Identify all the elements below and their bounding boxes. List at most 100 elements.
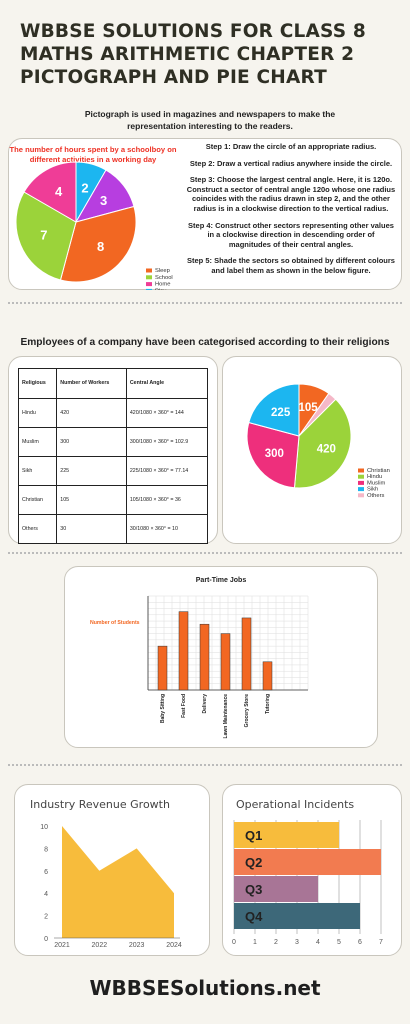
- table-cell: Christian: [17, 485, 58, 515]
- step-2: Step 2: Draw a vertical radius anywhere …: [189, 158, 393, 168]
- pie-slice-label: 2: [81, 181, 88, 196]
- pie-slice-home: [23, 161, 77, 223]
- y-tick-label: 2: [44, 914, 48, 921]
- bar: [262, 661, 273, 691]
- table-cell: 420/1080 × 360° = 144: [125, 398, 209, 428]
- y-tick-label: 8: [44, 846, 48, 853]
- incidents-bar-chart: 0 1 2 3 4 5 6 7 Q1 Q2 Q3 Q4: [232, 820, 383, 946]
- site-footer: WBBSESolutions.net: [89, 976, 321, 1000]
- x-tick-label: Baby Sitting: [160, 694, 166, 723]
- pie-slice-muslim: [246, 421, 300, 489]
- legend-label: Others: [367, 493, 384, 499]
- divider: [8, 764, 402, 766]
- religion-table: Religious Number of Workers Central Angl…: [17, 368, 209, 544]
- step-1: Step 1: Draw the circle of an appropriat…: [205, 142, 377, 151]
- table-header: Central Angle: [125, 368, 209, 399]
- pie-slice-label: 105: [298, 402, 318, 414]
- y-tick-label: 6: [44, 869, 48, 876]
- page-title: WBBSE SOLUTIONS FOR CLASS 8 MATHS ARITHM…: [20, 21, 366, 88]
- table-row: Christian 105 105/1080 × 360° = 36: [17, 485, 209, 515]
- x-tick-label: 2: [274, 939, 278, 946]
- table-row: Muslim 300 300/1080 × 360° = 102.9: [17, 427, 209, 457]
- table-cell: 105: [56, 485, 127, 515]
- pie-slice-sleep: [59, 205, 137, 283]
- bar-label: Q4: [245, 909, 263, 924]
- part-time-jobs-chart: Part-Time Jobs Number of Students Baby Sit…: [90, 577, 309, 738]
- legend-swatch: [358, 468, 364, 473]
- table-row: Others 30 30/1080 × 360° = 10: [17, 514, 209, 544]
- legend-label: Hindu: [367, 474, 382, 480]
- x-tick-label: 6: [358, 939, 362, 946]
- pie-slice-label: 3: [100, 193, 107, 208]
- revenue-area-chart: 0 2 4 6 8 10 2021 2022 2023 2024: [40, 824, 182, 949]
- table-cell: 30: [56, 514, 127, 544]
- divider: [8, 552, 402, 554]
- x-tick-label: Tutoring: [265, 694, 271, 714]
- step-4: Step 4: Construct other sectors represen…: [188, 220, 394, 249]
- table-header: Religious: [17, 368, 58, 399]
- pie-slice-label: 225: [271, 407, 291, 419]
- legend-swatch: [358, 487, 364, 492]
- x-tick-label: Delivery: [202, 694, 208, 714]
- pie-slice-hindu: [293, 398, 352, 489]
- bar-q4: [234, 903, 360, 929]
- x-tick-label: 2021: [54, 942, 70, 949]
- bar: [178, 611, 189, 691]
- chart-title: Part-Time Jobs: [196, 577, 247, 584]
- legend-swatch: [146, 268, 152, 273]
- pie-slice-label: 7: [40, 228, 47, 243]
- table-cell: Muslim: [17, 427, 58, 457]
- pie-slice-school: [15, 191, 77, 281]
- table-cell: 420: [56, 398, 127, 428]
- activities-pie-chart: 23874SleepSchoolHomePlayOthers: [15, 161, 173, 290]
- table-cell: Hindu: [17, 398, 58, 428]
- x-tick-label: 2022: [92, 942, 108, 949]
- table-row: Hindu 420 420/1080 × 360° = 144: [17, 398, 209, 428]
- table-cell: 30/1080 × 360° = 10: [125, 514, 209, 544]
- legend-swatch: [358, 480, 364, 485]
- area-series: [62, 826, 174, 938]
- x-tick-label: 7: [379, 939, 383, 946]
- religion-pie-chart: 105 420 300 225 ChristianHinduMuslimSikhOthe…: [246, 383, 390, 499]
- step-3: Step 3: Choose the largest central angle…: [186, 175, 396, 213]
- table-header: Number of Workers: [56, 368, 127, 399]
- legend-label: Christian: [367, 468, 390, 474]
- table-cell: 300: [56, 427, 127, 457]
- incidents-chart-title: Operational Incidents: [236, 798, 355, 811]
- x-tick-label: 4: [316, 939, 320, 946]
- activities-pie-title: The number of hours spent by a schoolboy…: [9, 145, 177, 164]
- x-tick-label: 2024: [166, 942, 182, 949]
- y-axis-label: Number of Students: [90, 620, 140, 626]
- legend-swatch: [358, 474, 364, 479]
- intro-text: Pictograph is used in magazines and news…: [84, 109, 336, 131]
- step-5: Step 5: Shade the sectors so obtained by…: [187, 256, 395, 275]
- steps-list: Step 1: Draw the circle of an appropriat…: [186, 142, 396, 283]
- legend-swatch: [358, 493, 364, 498]
- divider: [8, 302, 402, 304]
- x-tick-label: 5: [337, 939, 341, 946]
- y-tick-label: 0: [44, 936, 48, 943]
- table-cell: 225: [56, 456, 127, 486]
- religion-section-title: Employees of a company have been categor…: [20, 337, 390, 348]
- bar-label: Q3: [245, 882, 262, 897]
- bar-q2: [234, 849, 381, 875]
- y-tick-label: 10: [40, 824, 48, 831]
- table-cell: 105/1080 × 360° = 36: [125, 485, 209, 515]
- table-row: Sikh 225 225/1080 × 360° = 77.14: [17, 456, 209, 486]
- bar-q3: [234, 876, 318, 902]
- legend-label: Sikh: [367, 487, 378, 493]
- bar: [220, 633, 231, 691]
- bar: [199, 623, 210, 691]
- x-tick-label: 0: [232, 939, 236, 946]
- bar-label: Q2: [245, 855, 262, 870]
- bar-label: Q1: [245, 828, 262, 843]
- bar: [157, 645, 168, 691]
- legend-swatch: [146, 275, 152, 280]
- pie-slice-label: 8: [97, 239, 104, 254]
- pie-slice-label: 420: [317, 444, 336, 456]
- x-tick-label: 2023: [129, 942, 145, 949]
- table-cell: 225/1080 × 360° = 77.14: [125, 456, 209, 486]
- table-cell: 300/1080 × 360° = 102.9: [125, 427, 209, 457]
- x-tick-label: Fast Food: [181, 694, 187, 718]
- legend-swatch: [146, 288, 152, 290]
